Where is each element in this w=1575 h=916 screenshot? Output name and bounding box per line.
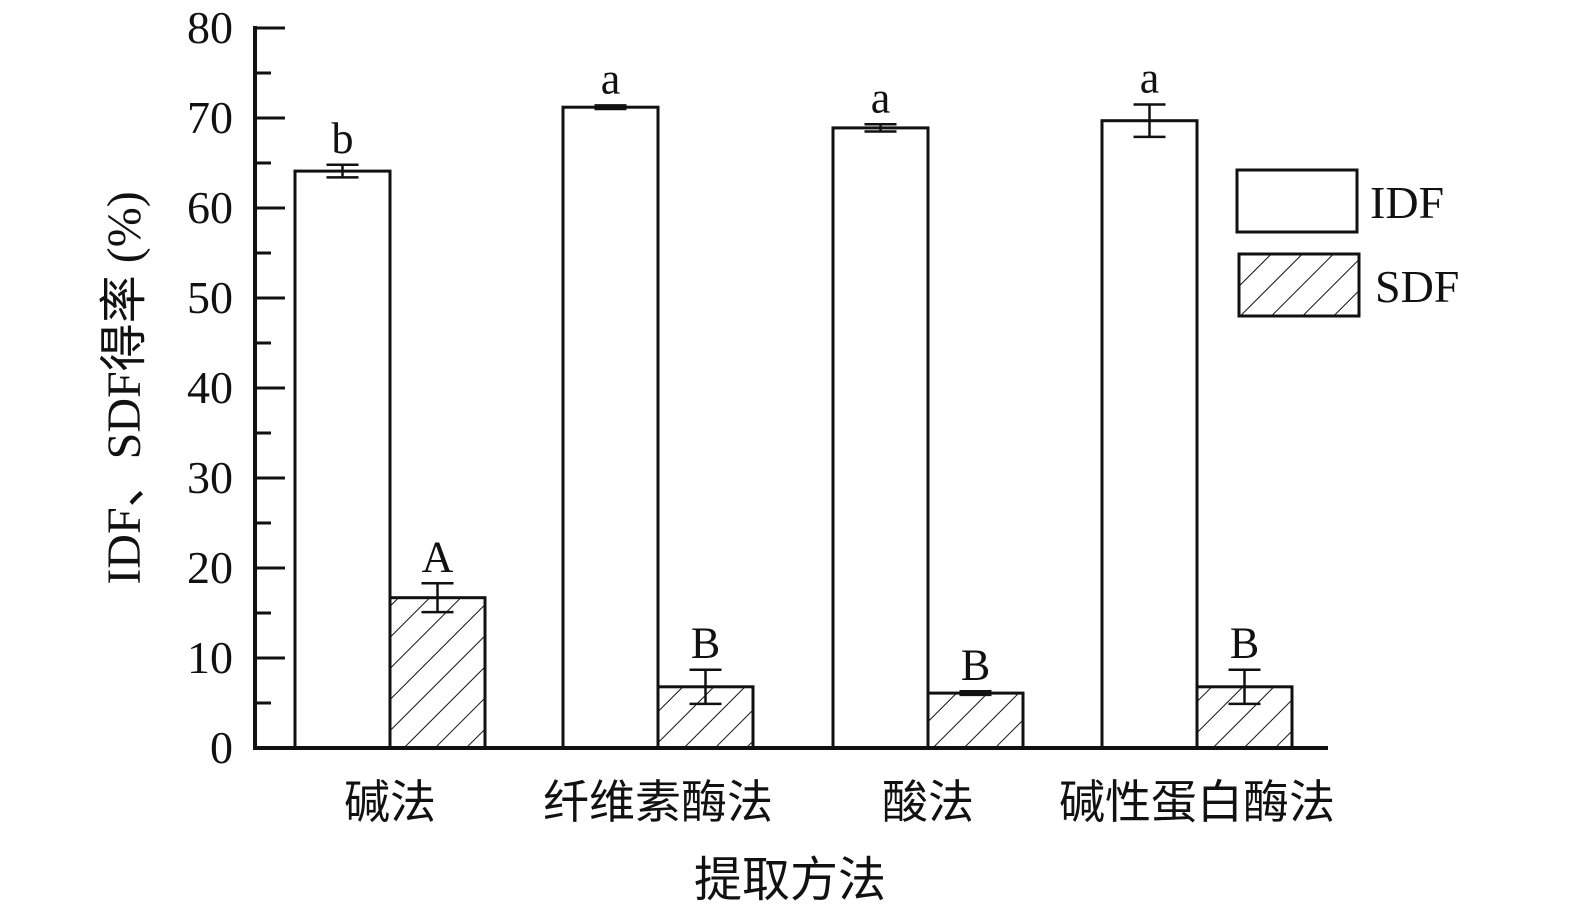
bar-idf-0 (293, 169, 392, 750)
y-axis-title: IDF、SDF得率 (%) (98, 191, 151, 584)
bar-idf-2 (831, 126, 930, 750)
y-tick-label: 40 (187, 362, 233, 413)
y-ticks-layer: 0 10 20 30 40 50 60 70 80 (187, 2, 285, 773)
y-tick-label: 20 (187, 542, 233, 593)
bars-layer (293, 105, 1294, 750)
x-category-label: 酸法 (882, 777, 974, 828)
significance-label-sdf-1: B (691, 619, 720, 668)
bar-sdf-0 (388, 596, 487, 750)
legend: IDF SDF (1235, 168, 1459, 318)
significance-label-sdf-3: B (1230, 619, 1259, 668)
error-bars-layer (326, 103, 1261, 706)
significance-label-idf-2: a (871, 73, 891, 122)
significance-labels-layer: b a a a A B B B (332, 54, 1260, 690)
significance-label-sdf-0: A (422, 532, 454, 581)
bar-idf-1 (561, 105, 660, 750)
significance-label-idf-3: a (1140, 54, 1160, 103)
y-tick-label: 0 (210, 722, 233, 773)
y-tick-label: 30 (187, 452, 233, 503)
x-category-labels-layer: 碱法 纤维素酶法 酸法 碱性蛋白酶法 (344, 777, 1335, 828)
significance-label-sdf-2: B (961, 640, 990, 689)
significance-label-idf-0: b (332, 114, 354, 163)
significance-label-idf-1: a (601, 54, 621, 103)
legend-swatch-idf (1235, 168, 1359, 234)
y-tick-label: 70 (187, 92, 233, 143)
y-tick-label: 60 (187, 182, 233, 233)
x-category-label: 纤维素酶法 (543, 777, 773, 828)
x-category-label: 碱法 (344, 777, 436, 828)
y-tick-label: 50 (187, 272, 233, 323)
bar-idf-3 (1100, 119, 1199, 750)
bar-sdf-2 (926, 691, 1025, 750)
y-tick-label: 10 (187, 632, 233, 683)
legend-swatch-sdf (1237, 252, 1361, 318)
legend-label-idf: IDF (1370, 177, 1444, 228)
x-category-label: 碱性蛋白酶法 (1059, 777, 1335, 828)
legend-label-sdf: SDF (1375, 261, 1459, 312)
y-tick-label: 80 (187, 2, 233, 53)
x-axis-title: 提取方法 (694, 854, 886, 907)
